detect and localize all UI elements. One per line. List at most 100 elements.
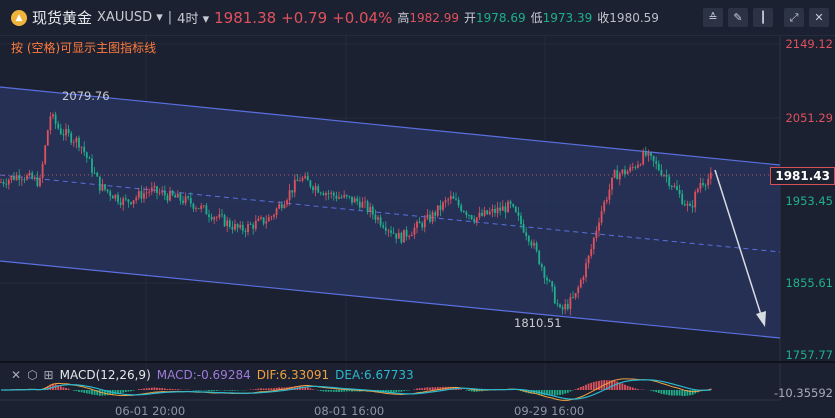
candle xyxy=(624,170,626,174)
candle xyxy=(44,146,46,164)
candle xyxy=(273,215,275,217)
macd-histogram-bar xyxy=(167,389,169,390)
candle xyxy=(63,134,65,135)
macd-histogram-bar xyxy=(260,388,262,390)
candle xyxy=(518,212,520,216)
candle xyxy=(187,196,189,198)
candle xyxy=(544,267,546,278)
macd-histogram-bar xyxy=(346,390,348,391)
candle xyxy=(590,249,592,256)
candle xyxy=(89,158,91,159)
macd-histogram-bar xyxy=(312,389,314,390)
candle xyxy=(174,195,176,197)
candle xyxy=(141,191,143,199)
candle xyxy=(694,192,696,207)
macd-histogram-bar xyxy=(76,390,78,391)
macd-histogram-bar xyxy=(89,390,91,394)
macd-histogram-bar xyxy=(432,387,434,390)
candle xyxy=(250,224,252,225)
candle xyxy=(271,217,273,218)
candle xyxy=(239,225,241,228)
candle xyxy=(687,204,689,206)
candle xyxy=(312,187,314,190)
channel-fill xyxy=(0,87,780,338)
candle xyxy=(437,205,439,215)
candle xyxy=(167,195,169,200)
candle xyxy=(21,179,23,180)
candle xyxy=(31,173,33,179)
candle xyxy=(572,297,574,298)
candle xyxy=(390,230,392,232)
macd-histogram-bar xyxy=(671,390,673,396)
candle xyxy=(398,233,400,239)
candle xyxy=(138,191,140,197)
add-icon[interactable]: ⊞ xyxy=(44,368,54,382)
candle xyxy=(562,307,564,309)
candle xyxy=(429,215,431,222)
macd-histogram-bar xyxy=(570,390,572,391)
candle xyxy=(663,175,665,176)
candle xyxy=(284,205,286,208)
macd-histogram-bar xyxy=(395,390,397,392)
candle xyxy=(611,178,613,190)
macd-histogram-bar xyxy=(551,390,553,395)
macd-histogram-bar xyxy=(627,386,629,390)
dif-value: DIF:6.33091 xyxy=(257,368,329,382)
candle xyxy=(120,202,122,205)
candle xyxy=(37,177,39,186)
candle xyxy=(476,217,478,222)
candle xyxy=(317,186,319,192)
candle xyxy=(133,200,135,204)
macd-histogram-bar xyxy=(590,383,592,390)
macd-histogram-bar xyxy=(575,389,577,390)
candle xyxy=(68,129,70,133)
macd-histogram-bar xyxy=(421,388,423,390)
candle xyxy=(382,225,384,227)
candle xyxy=(99,177,101,191)
candle xyxy=(380,217,382,225)
candle xyxy=(447,199,449,200)
candle xyxy=(546,278,548,281)
candle xyxy=(551,281,553,287)
candle xyxy=(538,251,540,264)
candle xyxy=(265,221,267,223)
candle xyxy=(159,193,161,194)
candle xyxy=(52,115,54,117)
candle xyxy=(427,215,429,219)
hint-text: 按 (空格)可显示主图指标线 xyxy=(11,39,156,56)
macd-histogram-bar xyxy=(78,390,80,392)
candle xyxy=(70,133,72,143)
macd-histogram-bar xyxy=(310,388,312,390)
candle xyxy=(78,138,80,148)
macd-histogram-bar xyxy=(668,390,670,395)
candle xyxy=(642,151,644,164)
settings-icon[interactable]: ⬡ xyxy=(27,368,37,382)
macd-histogram-bar xyxy=(273,388,275,390)
candle xyxy=(125,198,127,199)
candle xyxy=(258,219,260,221)
candle xyxy=(533,243,535,245)
candle xyxy=(627,171,629,174)
candle xyxy=(289,190,291,200)
candle xyxy=(161,191,163,192)
candle xyxy=(216,217,218,218)
candle xyxy=(684,204,686,205)
candle xyxy=(83,147,85,153)
macd-histogram-bar xyxy=(307,387,309,390)
macd-histogram-bar xyxy=(632,388,634,390)
candle xyxy=(523,224,525,232)
macd-histogram-bar xyxy=(68,389,70,390)
macd-histogram-bar xyxy=(133,390,135,391)
candle xyxy=(473,219,475,222)
candle xyxy=(614,170,616,177)
candle xyxy=(323,193,325,195)
candle xyxy=(252,225,254,229)
close-icon[interactable]: ✕ xyxy=(11,368,21,382)
candle xyxy=(697,189,699,192)
macd-histogram-bar xyxy=(213,390,215,391)
candle xyxy=(195,208,197,209)
price-tick: 1855.61 xyxy=(785,276,833,290)
candle xyxy=(115,195,117,199)
macd-histogram-bar xyxy=(65,388,67,390)
